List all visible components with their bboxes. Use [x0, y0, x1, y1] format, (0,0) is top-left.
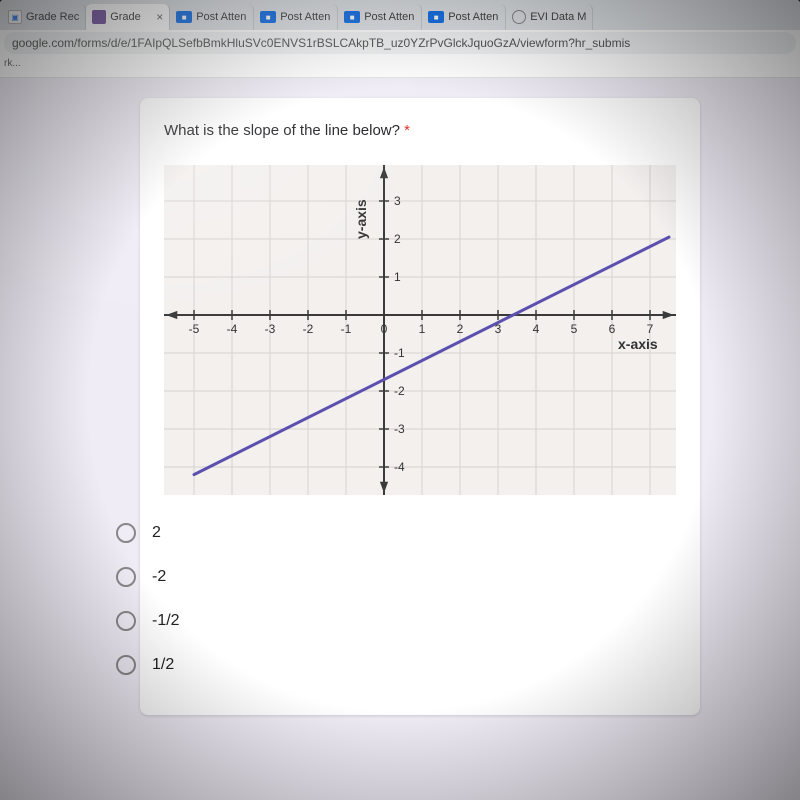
url-text[interactable]: google.com/forms/d/e/1FAIpQLSefbBmkHluSV…	[4, 32, 796, 54]
tab-label: EVI Data M	[530, 11, 586, 23]
radio-icon[interactable]	[116, 611, 136, 631]
vid-favicon-icon: ■	[428, 11, 444, 23]
required-asterisk: *	[404, 122, 410, 139]
svg-text:4: 4	[533, 322, 540, 336]
svg-text:-5: -5	[189, 322, 200, 336]
browser-tab[interactable]: ■ Post Atten	[422, 4, 506, 30]
svg-text:3: 3	[394, 194, 401, 208]
radio-icon[interactable]	[116, 567, 136, 587]
svg-text:-4: -4	[227, 322, 238, 336]
browser-tab[interactable]: ■ Post Atten	[170, 4, 254, 30]
form-favicon-icon	[92, 10, 106, 24]
doc-favicon-icon: ▣	[8, 10, 22, 24]
svg-text:-2: -2	[394, 384, 405, 398]
svg-text:-3: -3	[265, 322, 276, 336]
option-label: 2	[152, 524, 161, 542]
address-bar: google.com/forms/d/e/1FAIpQLSefbBmkHluSV…	[0, 30, 800, 56]
browser-tab[interactable]: EVI Data M	[506, 4, 593, 30]
answer-option[interactable]: -1/2	[116, 599, 676, 643]
page-top-strip: rk...	[0, 56, 800, 78]
browser-tab[interactable]: ▣ Grade Rec	[2, 4, 86, 30]
question-card: What is the slope of the line below? * -…	[140, 98, 700, 715]
radio-icon[interactable]	[116, 655, 136, 675]
svg-text:1: 1	[394, 270, 401, 284]
svg-text:0: 0	[381, 322, 388, 336]
browser-tab[interactable]: Grade ×	[86, 4, 170, 30]
svg-text:-2: -2	[303, 322, 314, 336]
tab-label: Grade	[110, 11, 141, 23]
option-label: -1/2	[152, 612, 180, 630]
browser-tab[interactable]: ■ Post Atten	[254, 4, 338, 30]
svg-text:y-axis: y-axis	[353, 199, 369, 239]
svg-text:-3: -3	[394, 422, 405, 436]
answer-option[interactable]: -2	[116, 555, 676, 599]
option-label: 1/2	[152, 656, 174, 674]
tab-label: Grade Rec	[26, 11, 79, 23]
svg-text:7: 7	[647, 322, 654, 336]
svg-text:1: 1	[419, 322, 426, 336]
vid-favicon-icon: ■	[344, 11, 360, 23]
vid-favicon-icon: ■	[260, 11, 276, 23]
browser-tab[interactable]: ■ Post Atten	[338, 4, 422, 30]
question-text: What is the slope of the line below? *	[164, 122, 676, 139]
svg-text:2: 2	[457, 322, 464, 336]
svg-text:5: 5	[571, 322, 578, 336]
svg-text:2: 2	[394, 232, 401, 246]
tab-label: Post Atten	[280, 11, 330, 23]
tab-strip: ▣ Grade Rec Grade × ■ Post Atten ■ Post Atten ■ P…	[0, 0, 800, 30]
chart-svg: -5-4-3-2-101234567321-1-2-3-4x-axisy-axi…	[164, 165, 676, 495]
answer-option[interactable]: 1/2	[116, 643, 676, 687]
radio-icon[interactable]	[116, 523, 136, 543]
tab-label: Post Atten	[364, 11, 414, 23]
svg-text:6: 6	[609, 322, 616, 336]
slope-chart: -5-4-3-2-101234567321-1-2-3-4x-axisy-axi…	[164, 165, 676, 495]
close-icon[interactable]: ×	[156, 10, 163, 24]
vid-favicon-icon: ■	[176, 11, 192, 23]
svg-text:x-axis: x-axis	[618, 336, 658, 352]
tab-label: Post Atten	[196, 11, 246, 23]
option-label: -2	[152, 568, 166, 586]
form-viewport: What is the slope of the line below? * -…	[0, 78, 800, 800]
evi-favicon-icon	[512, 10, 526, 24]
svg-text:-4: -4	[394, 460, 405, 474]
svg-text:-1: -1	[341, 322, 352, 336]
answer-option[interactable]: 2	[116, 511, 676, 555]
answer-options: 2 -2 -1/2 1/2	[116, 511, 676, 687]
tab-label: Post Atten	[448, 11, 498, 23]
svg-text:-1: -1	[394, 346, 405, 360]
